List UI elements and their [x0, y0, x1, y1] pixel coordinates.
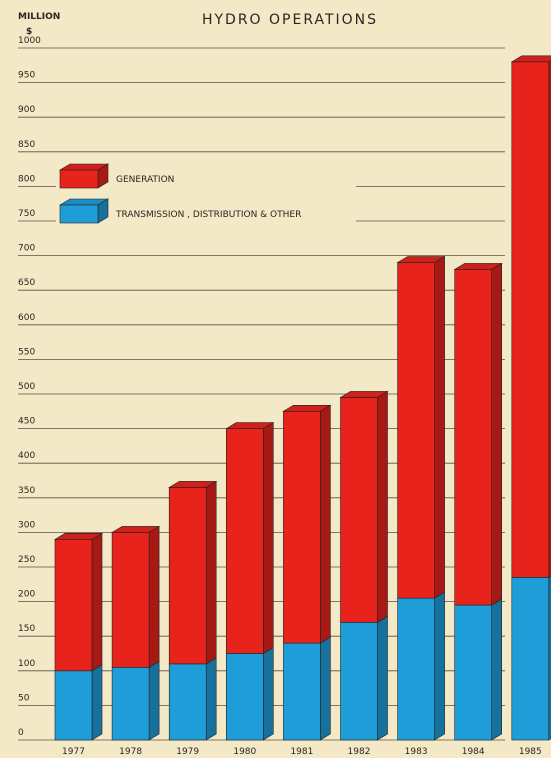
bar-side — [320, 404, 331, 644]
bar — [511, 577, 550, 741]
x-tick-label: 1979 — [176, 747, 199, 757]
bar-side — [148, 525, 160, 668]
bar — [226, 428, 264, 654]
x-tick-label: 1982 — [348, 747, 371, 757]
x-tick-label: 1978 — [119, 747, 142, 757]
y-tick-label: 750 — [18, 209, 35, 219]
y-tick-label: 600 — [18, 313, 35, 323]
bar-top — [396, 256, 446, 263]
x-tick-label: 1983 — [405, 747, 428, 757]
bar — [111, 532, 150, 668]
bar-top — [225, 422, 275, 429]
bar-side — [491, 598, 503, 741]
bar-side — [91, 664, 103, 741]
bar — [168, 487, 207, 665]
y-tick-label: 450 — [18, 417, 35, 427]
y-tick-label: 200 — [18, 590, 35, 600]
y-tick-label: 400 — [18, 451, 35, 461]
y-tick-label: 0 — [18, 728, 24, 738]
y-axis-label: MILLION — [18, 12, 60, 22]
bar-side — [91, 532, 103, 672]
bar — [168, 663, 207, 741]
bar — [511, 61, 550, 578]
bar-side — [377, 390, 388, 623]
y-tick-label: 100 — [18, 659, 35, 669]
x-tick-label: 1984 — [462, 747, 485, 757]
x-tick-label: 1980 — [233, 747, 256, 757]
bar — [226, 653, 264, 741]
y-tick-label: 500 — [18, 382, 35, 392]
y-tick-label: 1000 — [18, 36, 41, 46]
y-tick-label: 350 — [18, 486, 35, 496]
bar-side — [262, 422, 274, 655]
x-tick-label: 1985 — [519, 747, 542, 757]
y-tick-label: 700 — [18, 244, 35, 254]
bar-side — [205, 480, 217, 665]
y-tick-label: 950 — [18, 71, 35, 81]
y-tick-label: 150 — [18, 624, 35, 634]
bar — [340, 397, 378, 623]
bar-side — [262, 646, 274, 741]
bar-top — [510, 55, 551, 63]
bar-top — [339, 391, 389, 398]
bar — [340, 622, 378, 741]
bar-side — [434, 591, 445, 741]
y-tick-label: 50 — [18, 693, 30, 703]
legend-label: GENERATION — [116, 175, 174, 185]
y-tick-label: 250 — [18, 555, 35, 565]
bar — [111, 667, 150, 741]
bar-side — [205, 657, 217, 741]
y-tick-label: 900 — [18, 105, 35, 115]
bar — [454, 604, 493, 741]
bar-side — [148, 660, 160, 741]
bar — [283, 410, 321, 644]
chart-title: HYDRO OPERATIONS — [202, 12, 378, 28]
bar-side — [377, 615, 388, 741]
bar-top — [53, 533, 104, 540]
y-tick-label: 650 — [18, 278, 35, 288]
bar-top — [453, 263, 503, 270]
x-tick-label: 1977 — [62, 747, 85, 757]
bar — [397, 597, 435, 741]
bar-top — [168, 481, 218, 488]
bar — [397, 262, 435, 599]
x-tick-label: 1981 — [290, 747, 313, 757]
y-axis-label: $ — [26, 27, 32, 37]
legend-swatch — [59, 169, 99, 189]
bar-side — [434, 255, 445, 599]
y-tick-label: 850 — [18, 140, 35, 150]
bar — [283, 642, 321, 741]
legend-label: TRANSMISSION , DISTRIBUTION & OTHER — [115, 210, 301, 220]
bar-side — [320, 636, 331, 741]
legend-swatch — [59, 204, 99, 224]
bar — [454, 269, 493, 606]
y-tick-label: 800 — [18, 174, 35, 184]
y-tick-label: 550 — [18, 347, 35, 357]
bar — [54, 539, 93, 672]
bar — [54, 670, 93, 741]
bar-side — [491, 262, 503, 606]
bar-top — [282, 404, 332, 412]
y-tick-label: 300 — [18, 520, 35, 530]
bar-top — [111, 526, 161, 533]
